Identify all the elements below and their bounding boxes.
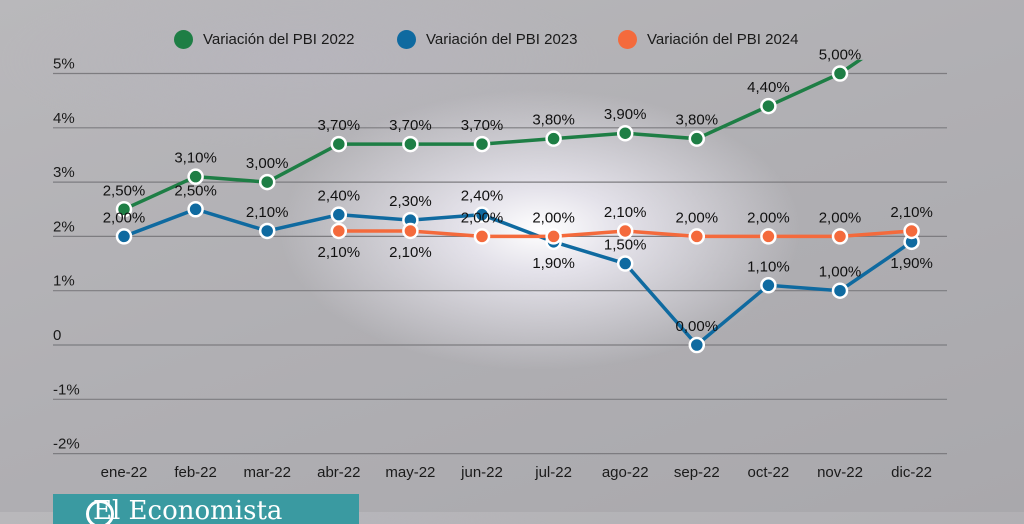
x-tick-label: jul-22 (534, 464, 572, 481)
data-point (545, 130, 562, 147)
data-label: 0,00% (676, 318, 719, 335)
data-label: 2,00% (747, 209, 790, 226)
data-point (760, 277, 777, 294)
data-label: 2,00% (676, 209, 719, 226)
y-tick-label: 1% (53, 273, 75, 290)
x-tick-label: may-22 (385, 464, 435, 481)
series-line-0 (123, 59, 863, 211)
legend-item-2022: Variación del PBI 2022 (174, 30, 355, 49)
data-label: 1,50% (604, 237, 647, 254)
data-point (688, 228, 706, 245)
data-label: 2,40% (318, 188, 361, 205)
data-point (402, 135, 419, 153)
data-label: 4,40% (747, 79, 790, 96)
legend-marker (618, 30, 637, 49)
data-point (760, 228, 777, 245)
data-label: 2,50% (103, 182, 146, 199)
data-label: 1,00% (819, 264, 862, 281)
data-point (330, 206, 348, 223)
legend-label: Variación del PBI 2022 (203, 31, 355, 48)
x-tick-label: nov-22 (817, 464, 863, 481)
data-point (616, 124, 634, 142)
data-label: 2,00% (819, 209, 862, 226)
data-point (545, 228, 562, 245)
data-label: 3,70% (389, 117, 432, 134)
data-point (402, 222, 419, 240)
logo-icon (86, 500, 114, 524)
line-chart: 5% 4% 3% 2% 1% 0 -1% -2% ene-22 feb-22 mar-22 abr-2… (53, 18, 947, 481)
legend-marker (174, 30, 193, 49)
data-label: 3,10% (174, 150, 217, 167)
data-label: 3,00% (246, 155, 289, 172)
x-tick-label: ago-22 (602, 464, 649, 481)
data-point (688, 130, 706, 147)
x-tick-label: abr-22 (317, 464, 360, 481)
data-label: 2,10% (604, 204, 647, 221)
logo-text: El Economista (93, 496, 283, 524)
series-line-1 (123, 207, 913, 348)
data-point (115, 228, 133, 245)
data-point (831, 282, 849, 299)
data-label: 3,80% (532, 112, 575, 129)
data-label: 2,00% (461, 209, 504, 226)
data-label: 2,10% (246, 204, 289, 221)
y-tick-label: -1% (53, 381, 80, 398)
legend-item-2023: Variación del PBI 2023 (397, 30, 578, 49)
y-tick-label: 2% (53, 218, 75, 235)
x-tick-label: sep-22 (674, 464, 720, 481)
data-point (688, 336, 706, 354)
y-tick-label: -2% (53, 436, 80, 453)
data-point (187, 201, 204, 218)
data-label: 2,50% (174, 182, 217, 199)
data-point (258, 222, 276, 240)
data-label: 2,00% (103, 209, 146, 226)
x-tick-label: oct-22 (748, 464, 790, 481)
x-tick-label: dic-22 (891, 464, 932, 481)
data-point (330, 222, 348, 240)
data-point (330, 135, 348, 153)
data-point (831, 65, 849, 82)
y-tick-label: 4% (53, 110, 75, 127)
x-tick-label: jun-22 (460, 464, 503, 481)
el-economista-logo: El Economista (53, 494, 359, 524)
y-tick-label: 3% (53, 164, 75, 181)
data-label: 1,10% (747, 258, 790, 275)
x-tick-label: ene-22 (101, 464, 148, 481)
data-point (187, 168, 204, 185)
legend-marker (397, 30, 416, 49)
data-label: 2,40% (461, 188, 504, 205)
legend-label: Variación del PBI 2023 (426, 31, 578, 48)
data-point (905, 18, 919, 32)
data-point (473, 206, 491, 223)
data-label: 1,90% (532, 255, 575, 272)
data-label: 3,70% (461, 117, 504, 134)
data-point (258, 173, 276, 191)
y-tick-label: 0 (53, 327, 61, 344)
data-point (831, 228, 849, 245)
data-label: 5,00% (819, 47, 862, 64)
data-point (115, 201, 133, 218)
data-point (473, 228, 491, 245)
data-point (903, 222, 920, 240)
data-label: 2,10% (389, 244, 432, 261)
data-label: 3,70% (318, 117, 361, 134)
data-label: 1,90% (890, 255, 933, 272)
data-point (616, 222, 634, 240)
data-label: 3,90% (604, 106, 647, 123)
y-tick-label: 5% (53, 56, 75, 73)
legend-item-2024: Variación del PBI 2024 (618, 30, 799, 49)
data-label: 2,30% (389, 193, 432, 210)
data-label: 2,10% (318, 244, 361, 261)
data-point (473, 135, 491, 153)
data-point (760, 97, 777, 115)
data-label: 2,00% (532, 209, 575, 226)
x-tick-label: mar-22 (243, 464, 291, 481)
x-tick-label: feb-22 (174, 464, 217, 481)
data-label: 2,10% (890, 204, 933, 221)
data-label: 3,80% (676, 112, 719, 129)
legend-label: Variación del PBI 2024 (647, 31, 799, 48)
data-point (616, 255, 634, 272)
